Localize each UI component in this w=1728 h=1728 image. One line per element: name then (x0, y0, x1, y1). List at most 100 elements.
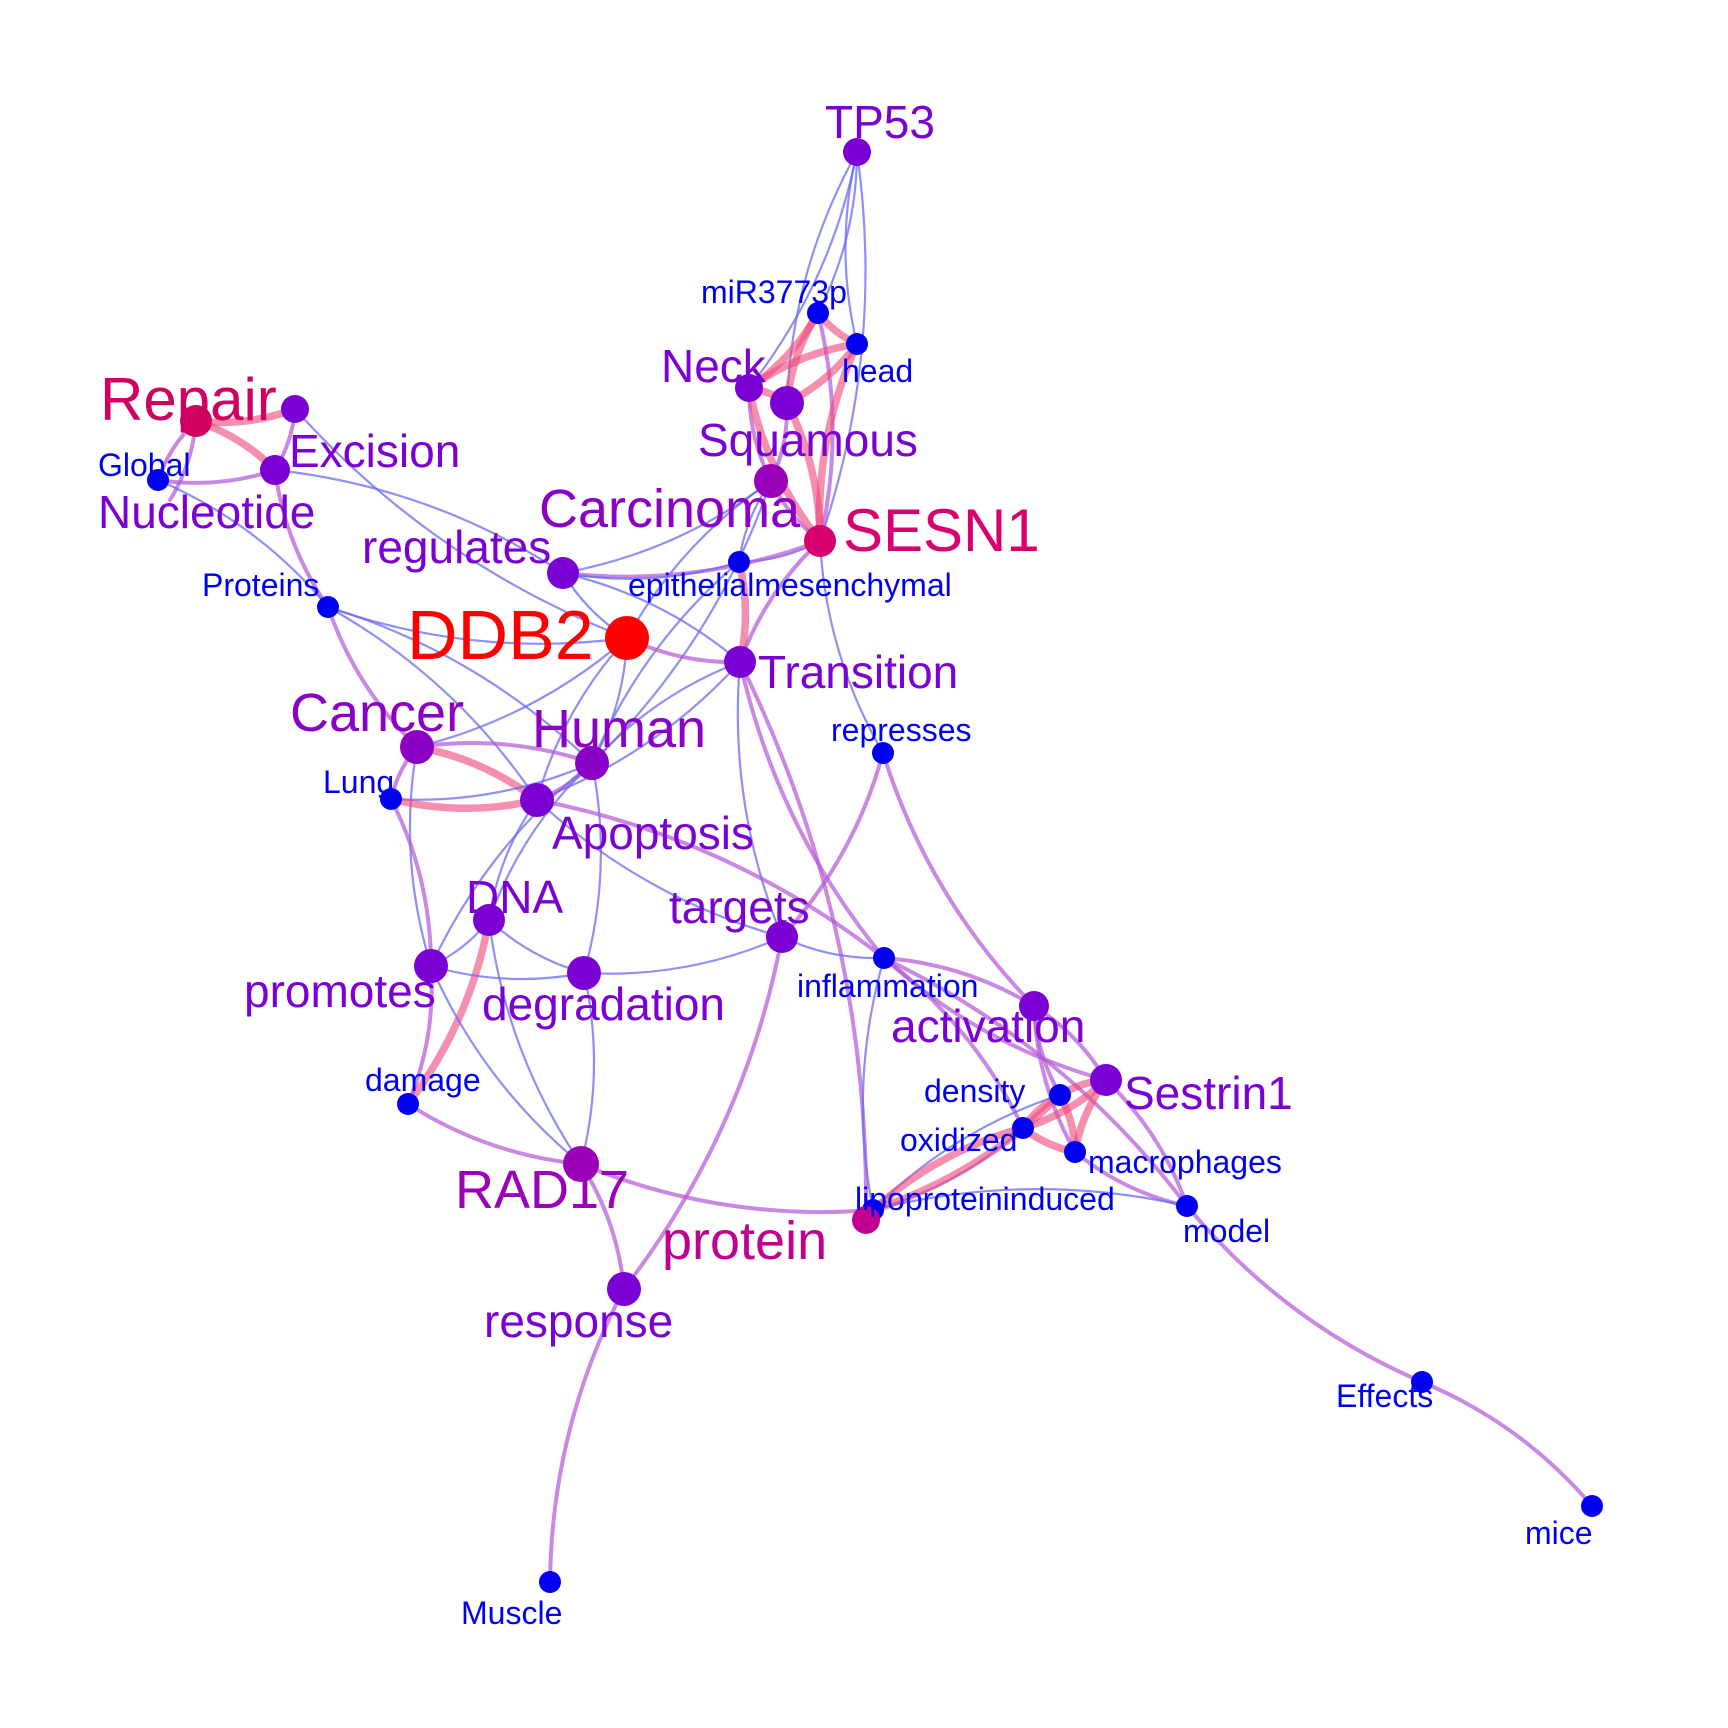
edge-Human-degradation (582, 761, 602, 975)
node-label-Excision: Excision (289, 425, 460, 477)
node-label-model: model (1183, 1213, 1270, 1249)
node-label-regulates: regulates (362, 521, 551, 573)
node-Human[interactable] (575, 746, 609, 780)
node-RepairNb[interactable] (281, 395, 309, 423)
node-label-Cancer: Cancer (290, 683, 464, 743)
node-TP53[interactable] (843, 138, 871, 166)
node-density[interactable] (1049, 1084, 1071, 1106)
edge-DDB2-Cancer (415, 636, 629, 749)
node-inflammation[interactable] (873, 947, 895, 969)
node-label-Global: Global (98, 447, 191, 483)
node-SESN1[interactable] (804, 525, 836, 557)
label-layer: TP53 miR3773p head Neck Squamous Carcinoma SES… (98, 96, 1593, 1631)
node-Neck[interactable] (735, 374, 763, 402)
node-label-Sestrin1: Sestrin1 (1124, 1067, 1293, 1119)
node-label-TP53: TP53 (825, 96, 935, 148)
node-label-represses: represses (831, 712, 972, 748)
node-label-Neck: Neck (661, 340, 767, 392)
edge-RAD17-lipoproteininduced (579, 1162, 875, 1215)
node-label-Muscle: Muscle (461, 1595, 562, 1631)
edge-DDB2-Apoptosis (535, 636, 629, 802)
node-protein[interactable] (852, 1206, 880, 1234)
edge-targets-response (622, 935, 784, 1291)
edge-DNA-RAD17 (487, 918, 583, 1166)
node-label-Squamous: Squamous (698, 414, 918, 466)
edge-DNA-damage (404, 916, 493, 1108)
edge-Transition-Apoptosis (535, 660, 742, 802)
node-mice[interactable] (1581, 1495, 1603, 1517)
edge-inflammation-model (882, 956, 1189, 1208)
node-label-oxidized: oxidized (900, 1122, 1017, 1158)
edge-Cancer-Human (415, 741, 594, 765)
node-Lung[interactable] (380, 788, 402, 810)
node-represses[interactable] (872, 742, 894, 764)
node-degradation[interactable] (567, 956, 601, 990)
edge-damage-RAD17 (406, 1102, 583, 1166)
edge-Excision-regulates (273, 468, 565, 575)
edge-Human-Lung (389, 761, 594, 801)
edge-degradation-RAD17 (579, 971, 596, 1166)
node-DNA[interactable] (473, 904, 505, 936)
node-RAD17[interactable] (563, 1146, 599, 1182)
node-Proteins[interactable] (317, 596, 339, 618)
node-oxidized[interactable] (1012, 1117, 1034, 1139)
node-targets[interactable] (766, 921, 798, 953)
node-damage[interactable] (397, 1093, 419, 1115)
node-promotes[interactable] (414, 949, 448, 983)
edge-Excision-Proteins (273, 468, 330, 609)
edge-Apoptosis-inflammation (535, 798, 886, 960)
node-Global[interactable] (147, 469, 169, 491)
edge-Human-DNA (487, 761, 594, 922)
node-Apoptosis[interactable] (520, 783, 554, 817)
edge-model-Effects (1185, 1204, 1424, 1384)
node-label-Nucleotide: Nucleotide (98, 486, 315, 538)
edge-activation-macrophages (1032, 1004, 1077, 1154)
node-Muscle[interactable] (539, 1571, 561, 1593)
edge-SquamousHub-DDB2 (625, 479, 773, 640)
edge-Lung-promotes (389, 797, 434, 968)
node-label-DNA: DNA (466, 871, 563, 923)
edge-Effects-mice (1420, 1380, 1594, 1508)
node-SquamousHub[interactable] (754, 464, 788, 498)
node-label-head: head (842, 353, 913, 389)
node-label-inflammation: inflammation (797, 968, 978, 1004)
edge-Cancer-promotes (408, 745, 433, 968)
node-label-Human: Human (532, 699, 706, 759)
node-regulates[interactable] (547, 557, 579, 589)
node-Excision[interactable] (260, 455, 290, 485)
edge-lipoproteininduced-density (869, 1091, 1064, 1214)
node-macrophages[interactable] (1064, 1141, 1086, 1163)
edge-Proteins-Apoptosis (326, 605, 539, 802)
edge-response-Muscle (548, 1287, 626, 1584)
node-label-Transition: Transition (758, 646, 958, 698)
node-label-Lung: Lung (323, 764, 394, 800)
edge-inflammation-lipoproteininduced (861, 956, 886, 1212)
node-Cancer[interactable] (400, 730, 434, 764)
node-model[interactable] (1176, 1195, 1198, 1217)
edge-Transition-targets (736, 660, 784, 939)
node-label-Apoptosis: Apoptosis (552, 807, 754, 859)
node-label-degradation: degradation (482, 978, 725, 1030)
node-label-Carcinoma: Carcinoma (539, 479, 801, 539)
node-Sestrin1[interactable] (1090, 1064, 1122, 1096)
node-head[interactable] (846, 333, 868, 355)
node-DDB2[interactable] (605, 616, 649, 660)
node-miR3773p[interactable] (807, 302, 829, 324)
node-Squamous[interactable] (770, 386, 804, 420)
node-epithelialmesenchymal[interactable] (728, 551, 750, 573)
edge-promotes-degradation (429, 964, 586, 981)
node-Effects[interactable] (1411, 1371, 1433, 1393)
edge-targets-degradation (582, 935, 784, 975)
edge-SESN1-represses (818, 539, 885, 755)
node-Transition[interactable] (724, 646, 756, 678)
edge-lipoproteininduced-model (871, 1188, 1189, 1212)
node-label-density: density (924, 1073, 1025, 1109)
edge-regulates-Transition (561, 571, 742, 664)
node-Repair[interactable] (180, 405, 212, 437)
node-response[interactable] (607, 1272, 641, 1306)
node-activation[interactable] (1019, 991, 1049, 1021)
edge-Sestrin1-model (1104, 1078, 1189, 1208)
edge-TP53-Neck (747, 150, 859, 390)
node-label-Proteins: Proteins (202, 567, 319, 603)
edge-Proteins-Cancer (326, 605, 419, 749)
